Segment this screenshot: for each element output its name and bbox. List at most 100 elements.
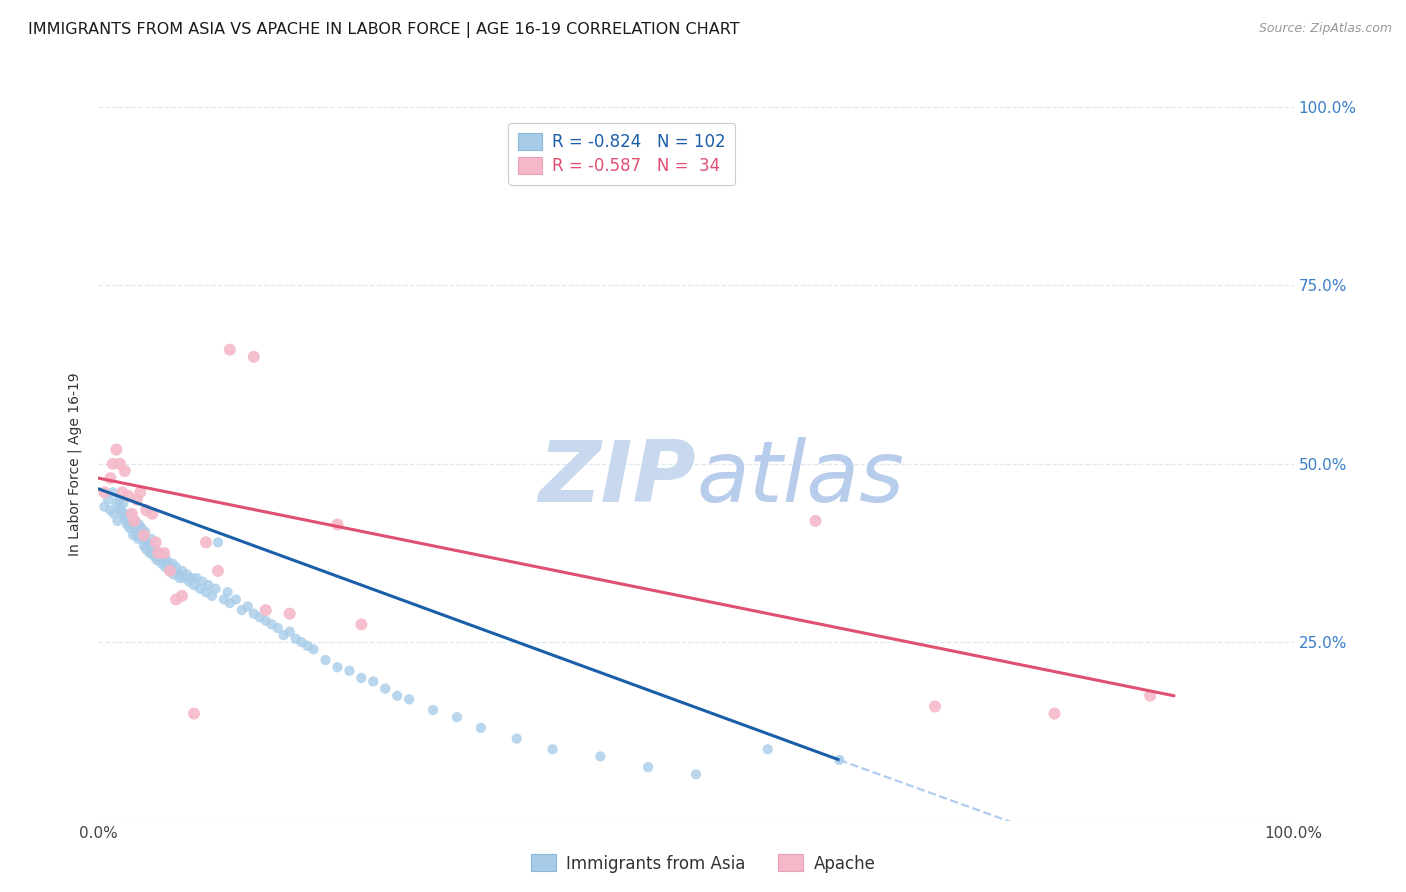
Point (589, 749, 612, 764)
Point (139, 546, 162, 560)
Point (129, 528, 152, 542)
Point (120, 510, 142, 524)
Point (145, 542, 167, 557)
Point (201, 589, 224, 603)
Point (176, 567, 198, 582)
Point (125, 528, 148, 542)
Point (207, 535, 229, 549)
Point (167, 567, 190, 582)
Point (124, 514, 146, 528)
Point (136, 535, 159, 549)
Point (398, 692, 420, 706)
Point (148, 546, 170, 560)
Point (117, 507, 139, 521)
Point (143, 549, 166, 564)
Point (207, 564, 229, 578)
Point (470, 721, 492, 735)
Point (141, 546, 163, 560)
Point (122, 528, 145, 542)
Point (385, 689, 409, 703)
Point (326, 517, 349, 532)
Point (278, 607, 301, 621)
Point (121, 507, 143, 521)
Point (541, 742, 564, 756)
Point (180, 571, 202, 585)
Point (183, 578, 205, 592)
Point (291, 635, 314, 649)
Point (828, 753, 851, 767)
Point (125, 492, 148, 507)
Point (685, 767, 707, 781)
Point (156, 557, 179, 571)
Point (135, 503, 157, 517)
Point (278, 624, 301, 639)
Point (121, 517, 143, 532)
Point (148, 546, 170, 560)
Point (107, 492, 129, 507)
Point (302, 642, 325, 657)
Point (350, 671, 373, 685)
Point (186, 571, 208, 585)
Point (165, 592, 187, 607)
Point (112, 496, 135, 510)
Point (124, 514, 146, 528)
Point (172, 564, 194, 578)
Point (194, 585, 218, 599)
Point (162, 557, 184, 571)
Legend: R = -0.824   N = 102, R = -0.587   N =  34: R = -0.824 N = 102, R = -0.587 N = 34 (509, 122, 735, 185)
Point (267, 621, 290, 635)
Point (142, 542, 165, 557)
Point (637, 760, 659, 774)
Point (124, 521, 146, 535)
Point (134, 524, 156, 539)
Point (101, 485, 124, 500)
Point (111, 507, 134, 521)
Text: ZIP: ZIP (538, 436, 696, 520)
Point (97, 492, 120, 507)
Point (153, 546, 176, 560)
Point (339, 664, 360, 678)
Point (756, 742, 779, 756)
Point (249, 610, 271, 624)
Point (150, 557, 173, 571)
Point (254, 603, 277, 617)
Point (141, 507, 163, 521)
Point (107, 514, 129, 528)
Point (236, 599, 259, 614)
Text: IMMIGRANTS FROM ASIA VS APACHE IN LABOR FORCE | AGE 16-19 CORRELATION CHART: IMMIGRANTS FROM ASIA VS APACHE IN LABOR … (28, 22, 740, 38)
Point (163, 567, 186, 582)
Point (1139, 689, 1161, 703)
Point (243, 607, 266, 621)
Point (179, 574, 201, 589)
Point (422, 703, 444, 717)
Point (131, 521, 153, 535)
Point (93, 485, 115, 500)
Point (315, 653, 337, 667)
Point (284, 632, 307, 646)
Text: Source: ZipAtlas.com: Source: ZipAtlas.com (1258, 22, 1392, 36)
Point (105, 496, 128, 510)
Point (110, 503, 132, 517)
Point (98, 503, 122, 517)
Point (117, 489, 139, 503)
Point (118, 521, 141, 535)
Point (131, 532, 153, 546)
Point (132, 528, 155, 542)
Point (212, 592, 235, 607)
Point (273, 628, 295, 642)
Point (139, 532, 162, 546)
Y-axis label: In Labor Force | Age 16-19: In Labor Force | Age 16-19 (67, 372, 83, 556)
Point (183, 706, 205, 721)
Point (114, 464, 136, 478)
Point (149, 553, 172, 567)
Point (197, 578, 219, 592)
Point (326, 660, 349, 674)
Point (159, 564, 181, 578)
Point (146, 553, 169, 567)
Point (98, 471, 122, 485)
Text: atlas: atlas (696, 436, 904, 520)
Point (219, 596, 242, 610)
Point (145, 535, 167, 549)
Point (219, 343, 242, 357)
Point (103, 507, 125, 521)
